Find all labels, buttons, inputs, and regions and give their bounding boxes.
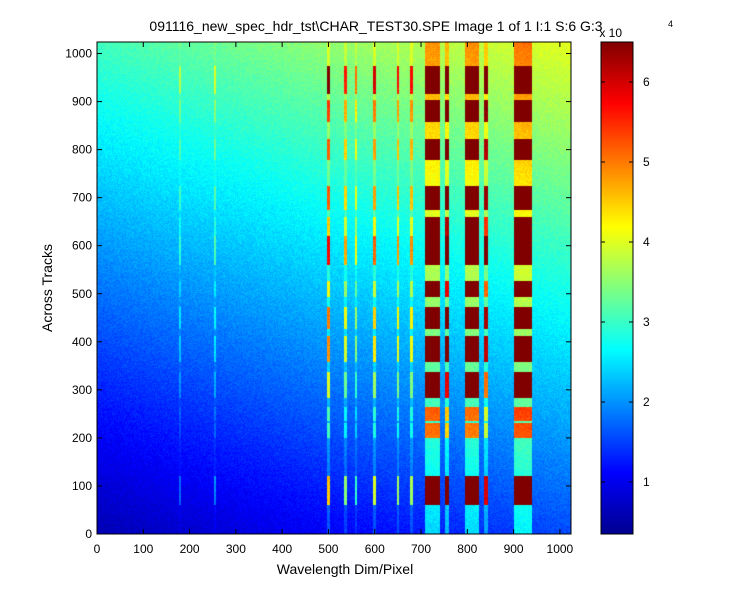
x-tick-label: 100	[133, 542, 153, 556]
y-tick-label: 900	[72, 95, 92, 109]
colorbar-tick-label: 5	[643, 155, 650, 169]
y-tick-label: 800	[72, 143, 92, 157]
x-tick-label: 900	[504, 542, 524, 556]
x-tick-label: 700	[411, 542, 431, 556]
y-tick-label: 600	[72, 239, 92, 253]
y-tick-label: 700	[72, 191, 92, 205]
plot-frame	[96, 41, 572, 535]
y-tick-label: 200	[72, 431, 92, 445]
colorbar-exponent-base: x 10	[599, 26, 622, 40]
colorbar-tick-label: 3	[643, 315, 650, 329]
y-tick-label: 100	[72, 479, 92, 493]
heatmap-plot	[96, 41, 572, 535]
colorbar-exponent-power: 4	[668, 19, 673, 29]
x-tick-label: 1000	[547, 542, 574, 556]
x-tick-label: 300	[226, 542, 246, 556]
colorbar: 1 2 3 4 5 6 x 10 4	[599, 19, 673, 535]
colorbar-tick-label: 1	[643, 475, 650, 489]
colorbar-tick-label: 4	[643, 235, 650, 249]
x-tick-label: 400	[272, 542, 292, 556]
x-tick-label: 500	[318, 542, 338, 556]
x-tick-label: 0	[94, 542, 101, 556]
y-tick-label: 400	[72, 335, 92, 349]
colorbar-gradient	[600, 41, 634, 535]
x-tick-label: 200	[180, 542, 200, 556]
colorbar-tick-label: 6	[643, 75, 650, 89]
y-tick-label: 1000	[65, 47, 92, 61]
colorbar-tick-label: 2	[643, 395, 650, 409]
x-axis-label: Wavelength Dim/Pixel	[277, 561, 413, 577]
colorbar-ticks: 1 2 3 4 5 6	[601, 75, 650, 489]
y-tick-label: 300	[72, 383, 92, 397]
y-tick-label: 0	[85, 527, 92, 541]
heatmap-image	[97, 42, 571, 534]
x-tick-label: 600	[365, 542, 385, 556]
y-tick-label: 500	[72, 287, 92, 301]
x-axis: 0 100 200 300 400 500 600 700 800 900 1000	[94, 42, 574, 556]
chart-title: 091116_new_spec_hdr_tst\CHAR_TEST30.SPE …	[149, 18, 602, 34]
y-axis-label: Across Tracks	[39, 244, 55, 332]
x-tick-label: 800	[457, 542, 477, 556]
y-axis: 0 100 200 300 400 500 600 700 800 900 1000	[65, 47, 571, 541]
